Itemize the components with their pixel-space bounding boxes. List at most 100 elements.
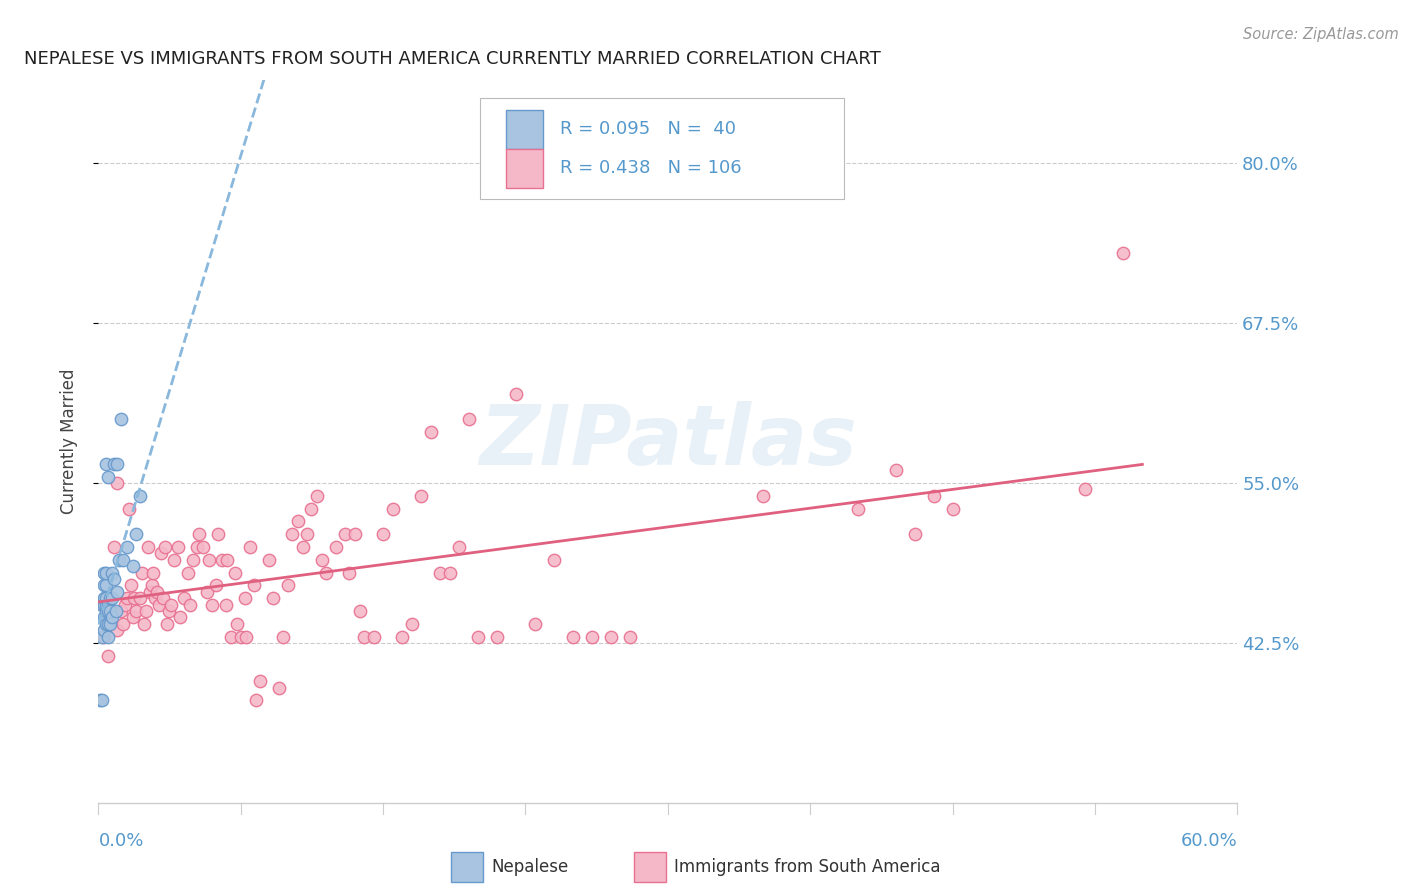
Point — [195, 584, 218, 599]
Point — [107, 623, 129, 637]
Point — [103, 457, 125, 471]
Point — [93, 598, 115, 612]
Point — [120, 578, 142, 592]
Text: Immigrants from South America: Immigrants from South America — [673, 858, 941, 876]
Text: R = 0.095   N =  40: R = 0.095 N = 40 — [560, 120, 735, 138]
Text: 60.0%: 60.0% — [1181, 831, 1237, 850]
Point — [150, 546, 173, 560]
Point — [169, 610, 191, 624]
Point — [419, 425, 441, 439]
Point — [884, 463, 907, 477]
Point — [94, 616, 117, 631]
Point — [262, 591, 284, 606]
Point — [211, 553, 233, 567]
Text: Nepalese: Nepalese — [491, 858, 568, 876]
Point — [97, 598, 120, 612]
Point — [524, 616, 547, 631]
Point — [186, 540, 208, 554]
FancyBboxPatch shape — [634, 852, 665, 882]
Point — [224, 566, 246, 580]
Point — [486, 630, 509, 644]
Point — [292, 540, 315, 554]
FancyBboxPatch shape — [506, 149, 543, 188]
Point — [115, 540, 138, 554]
Point — [429, 566, 451, 580]
Point — [221, 630, 243, 644]
Point — [381, 501, 404, 516]
Point — [207, 527, 229, 541]
Point — [94, 578, 117, 592]
Point — [100, 566, 122, 580]
Point — [124, 591, 146, 606]
Point — [110, 604, 132, 618]
Point — [141, 578, 163, 592]
Point — [922, 489, 945, 503]
Point — [543, 553, 565, 567]
Text: R = 0.438   N = 106: R = 0.438 N = 106 — [560, 160, 741, 178]
Point — [107, 584, 129, 599]
Point — [94, 591, 117, 606]
Text: NEPALESE VS IMMIGRANTS FROM SOUTH AMERICA CURRENTLY MARRIED CORRELATION CHART: NEPALESE VS IMMIGRANTS FROM SOUTH AMERIC… — [24, 50, 882, 68]
Point — [97, 630, 120, 644]
Point — [94, 566, 117, 580]
Point — [243, 578, 266, 592]
Point — [94, 457, 117, 471]
Point — [129, 489, 152, 503]
Point — [353, 630, 375, 644]
Point — [107, 476, 129, 491]
Point — [217, 553, 239, 567]
Point — [93, 610, 115, 624]
Point — [104, 604, 127, 618]
Point — [305, 489, 328, 503]
Point — [179, 598, 201, 612]
Point — [112, 553, 135, 567]
Point — [135, 604, 157, 618]
Point — [183, 553, 205, 567]
Point — [98, 591, 121, 606]
Point — [371, 527, 394, 541]
Point — [259, 553, 281, 567]
Point — [411, 489, 433, 503]
Point — [93, 591, 115, 606]
Point — [100, 591, 122, 606]
Text: ZIPatlas: ZIPatlas — [479, 401, 856, 482]
Point — [1074, 483, 1097, 497]
Point — [97, 469, 120, 483]
Point — [229, 630, 252, 644]
Point — [343, 527, 366, 541]
Point — [188, 527, 211, 541]
Point — [205, 578, 228, 592]
Point — [562, 630, 585, 644]
Point — [245, 693, 267, 707]
Point — [297, 527, 319, 541]
Point — [619, 630, 641, 644]
Point — [136, 540, 159, 554]
Y-axis label: Currently Married: Currently Married — [59, 368, 77, 515]
Point — [107, 457, 129, 471]
Point — [214, 598, 236, 612]
Point — [201, 598, 224, 612]
Point — [600, 630, 623, 644]
Point — [97, 616, 120, 631]
Point — [752, 489, 775, 503]
FancyBboxPatch shape — [451, 852, 484, 882]
Point — [467, 630, 489, 644]
Point — [1112, 246, 1135, 260]
Point — [157, 604, 180, 618]
Text: 0.0%: 0.0% — [98, 831, 143, 850]
Point — [103, 540, 125, 554]
Point — [89, 693, 111, 707]
Point — [93, 566, 115, 580]
Point — [363, 630, 385, 644]
Point — [904, 527, 927, 541]
Point — [93, 578, 115, 592]
Point — [235, 630, 257, 644]
Point — [108, 553, 131, 567]
Point — [271, 630, 294, 644]
Point — [249, 674, 271, 689]
Point — [349, 604, 371, 618]
Point — [93, 630, 115, 644]
Point — [299, 501, 322, 516]
Point — [287, 515, 309, 529]
Point — [97, 604, 120, 618]
